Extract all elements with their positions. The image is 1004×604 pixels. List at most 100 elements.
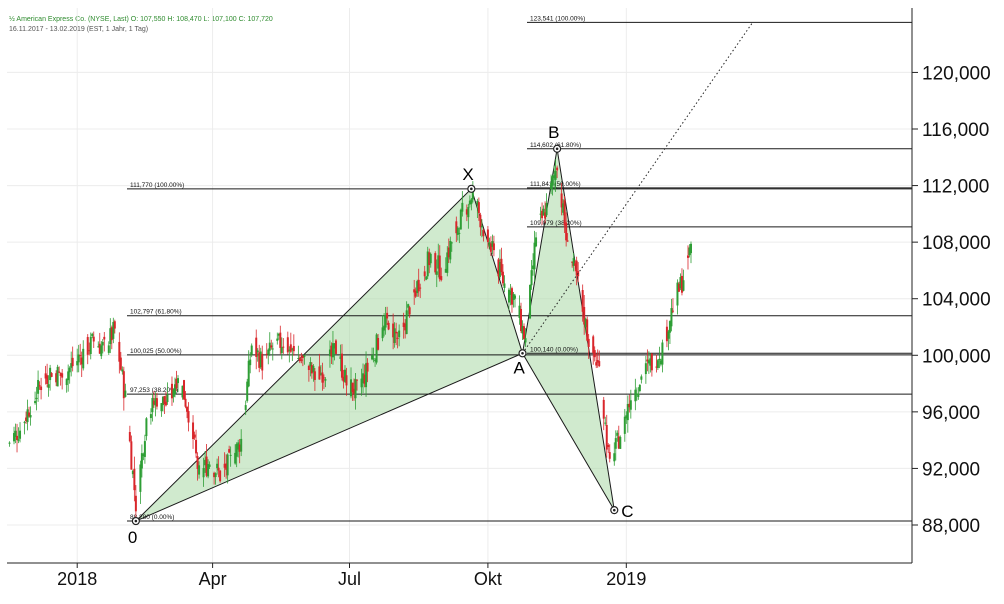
candle-body [298, 357, 301, 362]
candle-body [100, 345, 103, 357]
candle-body [650, 353, 653, 371]
candle-body [118, 341, 121, 362]
candle-body [301, 355, 304, 359]
candle-body [8, 442, 11, 444]
pattern-point-dot [470, 187, 473, 191]
candle-body [276, 338, 279, 341]
candle-body [423, 271, 426, 277]
candle-body [471, 188, 474, 200]
candle-body [565, 222, 568, 241]
candle-body [255, 337, 258, 357]
x-tick-label: Apr [199, 569, 227, 589]
candle-body [34, 401, 37, 404]
candle-body [434, 253, 437, 273]
candle-body [500, 258, 503, 273]
candle-body [342, 376, 345, 382]
candle-body [244, 405, 247, 410]
candle-body [375, 334, 378, 363]
candle-body [193, 434, 196, 438]
candle-body [71, 357, 74, 367]
candle-body [396, 337, 399, 339]
candle-body [446, 252, 449, 273]
candle-body [413, 289, 416, 293]
candle-body [447, 247, 450, 258]
candle-body [509, 290, 512, 295]
candle-body [507, 289, 510, 303]
candle-body [417, 279, 420, 292]
candle-body [130, 441, 133, 470]
candle-body [223, 463, 226, 468]
candle-body [343, 369, 346, 382]
candle-body [450, 242, 453, 244]
candle-body [152, 400, 155, 405]
candle-body [307, 365, 310, 371]
candle-body [551, 176, 554, 186]
candle-body [76, 361, 79, 366]
candle-body [393, 328, 396, 343]
candle-body [322, 377, 325, 379]
candle-body [339, 356, 342, 360]
candle-body [659, 360, 662, 365]
candle-body [321, 372, 324, 383]
candle-body [479, 214, 482, 228]
fib-level-label: 123,541 (100.00%) [530, 15, 585, 22]
candle-body [679, 277, 682, 289]
candle-body [461, 202, 464, 212]
candle-body [164, 401, 167, 406]
candle-body [59, 372, 62, 376]
candle-body [91, 333, 94, 337]
candle-body [429, 253, 432, 264]
candle-body [587, 338, 590, 347]
candle-body [271, 348, 274, 350]
candle-body [614, 438, 617, 449]
candle-body [88, 350, 91, 352]
candle-body [46, 375, 49, 384]
pattern-point-dot [612, 508, 616, 512]
candle-body [383, 325, 386, 331]
candle-body [658, 358, 661, 361]
y-tick-label: 116,000 [922, 120, 989, 141]
candle-body [449, 240, 452, 260]
candle-body [405, 310, 408, 335]
x-tick-label: Jul [338, 569, 361, 589]
candle-body [128, 432, 131, 442]
candle-body [656, 360, 659, 368]
candle-body [416, 281, 419, 294]
candle-body [55, 373, 58, 383]
candle-body [58, 371, 61, 373]
candle-body [70, 363, 73, 368]
candle-body [366, 362, 369, 372]
candle-body [249, 359, 252, 366]
candle-body [356, 379, 359, 381]
candle-body [268, 342, 271, 351]
axes-layer: 88,000 92,000 96,000 100,000 104,000 108,000 1… [7, 8, 991, 589]
candle-body [202, 468, 205, 478]
candle-body [133, 468, 136, 491]
candle-body [595, 362, 598, 366]
candle-body [229, 454, 232, 456]
candle-body [467, 207, 470, 218]
fib-level-label: 102,797 (61.80%) [130, 309, 182, 316]
candle-body [354, 379, 357, 399]
candle-body [644, 363, 647, 375]
candle-body [628, 403, 631, 408]
candle-body [37, 379, 40, 394]
candle-body [581, 290, 584, 312]
candle-body [82, 348, 85, 369]
candle-body [688, 247, 691, 256]
candle-body [103, 336, 106, 340]
candle-body [195, 439, 198, 454]
candle-body [226, 454, 229, 476]
y-tick-label: 92,000 [922, 459, 980, 480]
candle-body [277, 333, 280, 336]
candle-body [553, 175, 556, 178]
candle-body [512, 294, 515, 300]
candle-body [140, 453, 143, 469]
candle-body [219, 470, 222, 482]
candle-body [351, 382, 354, 393]
candle-body [196, 456, 199, 469]
candle-body [14, 430, 17, 437]
candle-body [363, 374, 366, 384]
pattern-point-label: C [621, 502, 633, 521]
pattern-point-label: A [514, 358, 526, 377]
